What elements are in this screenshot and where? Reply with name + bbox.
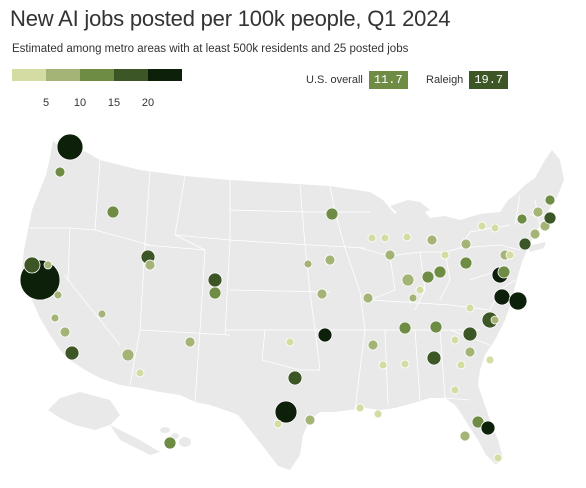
legend-bin-5 xyxy=(148,69,182,81)
metro-bubble xyxy=(426,350,442,366)
metro-bubble xyxy=(303,259,313,269)
metro-bubble xyxy=(121,348,135,362)
metro-bubble xyxy=(433,265,447,279)
legend-tick-10: 10 xyxy=(73,97,87,109)
metro-bubble xyxy=(456,360,466,370)
contiguous-us-shape xyxy=(22,140,564,470)
us-overall-reference: U.S. overall 11.7 xyxy=(306,71,408,89)
metro-bubble xyxy=(465,303,475,313)
metro-bubbles xyxy=(19,133,557,463)
metro-bubble xyxy=(378,360,388,370)
metro-bubble xyxy=(163,436,177,450)
legend-tick-5: 5 xyxy=(42,97,50,109)
metro-bubble xyxy=(464,346,476,358)
metro-bubble xyxy=(459,430,471,442)
metro-bubble xyxy=(400,359,410,369)
long-island xyxy=(528,242,546,252)
metro-bubble xyxy=(325,207,339,221)
chart-subtitle: Estimated among metro areas with at leas… xyxy=(12,43,409,55)
metro-bubble xyxy=(54,166,66,178)
metro-bubble xyxy=(518,237,532,251)
metro-bubble xyxy=(450,335,460,345)
metro-bubble xyxy=(480,420,496,436)
alaska-shape xyxy=(48,392,160,455)
metro-bubble xyxy=(497,265,511,279)
chart-title: New AI jobs posted per 100k people, Q1 2… xyxy=(10,6,451,31)
us-land xyxy=(22,140,564,470)
metro-bubble xyxy=(485,355,495,365)
us-overall-label: U.S. overall xyxy=(306,74,363,86)
metro-bubble xyxy=(490,315,500,325)
metro-bubble xyxy=(402,232,412,242)
metro-bubble xyxy=(398,321,412,335)
metro-bubble xyxy=(401,273,415,287)
metro-bubble xyxy=(316,288,328,300)
raleigh-reference: Raleigh 19.7 xyxy=(426,71,509,89)
metro-bubble xyxy=(384,249,396,261)
metro-bubble xyxy=(429,320,443,334)
metro-bubble xyxy=(355,403,365,413)
metro-bubble xyxy=(373,409,383,419)
legend-tick-15: 15 xyxy=(107,97,121,109)
metro-bubble xyxy=(543,211,557,225)
metro-bubble xyxy=(421,270,435,284)
metro-bubble xyxy=(144,259,156,271)
metro-bubble xyxy=(450,385,460,395)
metro-bubble xyxy=(408,293,418,303)
legend-bin-1 xyxy=(12,69,46,81)
metro-bubble xyxy=(426,234,438,246)
metro-bubble xyxy=(505,250,515,260)
legend-tick-20: 20 xyxy=(141,97,155,109)
metro-bubble xyxy=(415,285,425,295)
metro-bubble xyxy=(50,313,60,323)
metro-bubble xyxy=(362,292,374,304)
metro-bubble xyxy=(208,286,222,300)
metro-bubble xyxy=(274,400,298,424)
metro-bubble xyxy=(459,256,473,270)
metro-bubble xyxy=(317,327,333,343)
legend-bin-3 xyxy=(80,69,114,81)
metro-bubble xyxy=(490,223,500,233)
metro-bubble xyxy=(367,339,379,351)
metro-bubble xyxy=(285,337,295,347)
metro-bubble xyxy=(106,205,120,219)
metro-bubble xyxy=(53,290,63,300)
us-overall-value: 11.7 xyxy=(368,71,408,89)
legend-bin-4 xyxy=(114,69,148,81)
metro-bubble xyxy=(207,272,223,288)
metro-bubble xyxy=(493,453,503,463)
metro-bubble xyxy=(59,326,71,338)
metro-bubble xyxy=(380,233,390,243)
metro-bubble xyxy=(97,309,107,319)
metro-bubble xyxy=(477,221,487,231)
metro-bubble xyxy=(184,336,196,348)
legend-bin-2 xyxy=(46,69,80,81)
color-legend: 5 10 15 20 xyxy=(12,69,182,109)
metro-bubble xyxy=(64,345,80,361)
metro-bubble xyxy=(460,238,472,250)
metro-bubble xyxy=(273,419,283,429)
metro-bubble xyxy=(324,254,336,266)
metro-bubble xyxy=(516,213,528,225)
metro-bubble xyxy=(462,326,478,342)
metro-bubble xyxy=(493,288,511,306)
raleigh-label: Raleigh xyxy=(426,74,464,86)
metro-bubble xyxy=(508,291,528,311)
metro-bubble xyxy=(56,133,84,161)
metro-bubble xyxy=(529,228,541,240)
metro-bubble xyxy=(135,368,145,378)
metro-bubble xyxy=(367,233,377,243)
metro-bubble xyxy=(544,194,556,206)
metro-bubble xyxy=(43,260,53,270)
metro-bubble xyxy=(23,256,41,274)
metro-bubble xyxy=(304,414,316,426)
metro-bubble xyxy=(440,250,450,260)
michigan-upper xyxy=(390,200,430,216)
raleigh-value: 19.7 xyxy=(469,71,509,89)
metro-bubble xyxy=(532,206,544,218)
hawaii-shape xyxy=(160,427,191,447)
metro-bubble xyxy=(287,370,303,386)
